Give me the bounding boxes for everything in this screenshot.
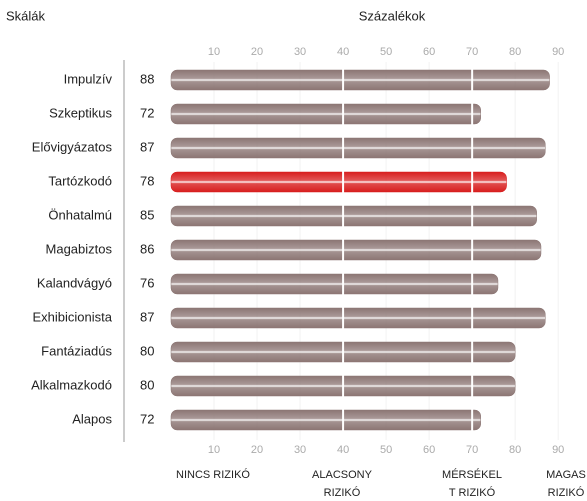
x-tick-label: 60: [423, 444, 435, 456]
bar: [170, 69, 550, 91]
category-axis-title: Skálák: [6, 8, 46, 23]
x-tick-label: 80: [509, 46, 521, 58]
zone-label: MAGAS: [546, 469, 586, 481]
x-tick-label: 40: [337, 444, 349, 456]
value-label: 88: [140, 71, 154, 86]
category-label: Elővigyázatos: [32, 139, 113, 154]
value-label: 85: [140, 207, 154, 222]
bar: [170, 171, 507, 193]
value-label: 86: [140, 241, 154, 256]
x-tick-label: 30: [294, 444, 306, 456]
zone-label: ALACSONY: [312, 469, 373, 481]
zone-label: RIZIKÓ: [324, 486, 361, 499]
x-tick-label: 70: [466, 444, 478, 456]
value-label: 87: [140, 309, 154, 324]
category-label: Kalandvágyó: [37, 275, 112, 290]
x-tick-label: 90: [552, 46, 564, 58]
category-label: Alapos: [72, 411, 112, 426]
zone-label: T RIZIKÓ: [449, 486, 496, 499]
x-tick-label: 70: [466, 46, 478, 58]
bar: [170, 103, 481, 125]
bar: [170, 409, 481, 431]
x-tick-label: 20: [251, 46, 263, 58]
value-label: 72: [140, 411, 154, 426]
value-label: 87: [140, 139, 154, 154]
category-label: Alkalmazkodó: [31, 377, 112, 392]
bar: [170, 205, 537, 227]
x-tick-label: 60: [423, 46, 435, 58]
bar: [170, 273, 499, 295]
bar: [170, 239, 542, 261]
category-label: Exhibicionista: [33, 309, 113, 324]
category-label: Tartózkodó: [48, 173, 112, 188]
value-label: 80: [140, 343, 154, 358]
bar: [170, 137, 546, 159]
category-label: Impulzív: [64, 71, 113, 86]
zone-label: MÉRSÉKEL: [442, 468, 502, 481]
x-tick-label: 20: [251, 444, 263, 456]
x-tick-label: 50: [380, 444, 392, 456]
x-tick-label: 10: [208, 46, 220, 58]
category-label: Fantáziadús: [41, 343, 112, 358]
zone-label: NINCS RIZIKÓ: [176, 468, 250, 481]
value-label: 72: [140, 105, 154, 120]
value-label: 76: [140, 275, 154, 290]
category-label: Önhatalmú: [48, 207, 112, 222]
x-tick-label: 90: [552, 444, 564, 456]
category-label: Magabiztos: [46, 241, 113, 256]
x-tick-label: 50: [380, 46, 392, 58]
category-label: Szkeptikus: [49, 105, 112, 120]
x-tick-label: 40: [337, 46, 349, 58]
value-label: 80: [140, 377, 154, 392]
x-tick-label: 10: [208, 444, 220, 456]
bar: [170, 307, 546, 329]
x-tick-label: 30: [294, 46, 306, 58]
value-label: 78: [140, 173, 154, 188]
x-tick-label: 80: [509, 444, 521, 456]
chart-title: Százalékok: [359, 8, 426, 23]
zone-label: RIZIKÓ: [548, 486, 585, 499]
